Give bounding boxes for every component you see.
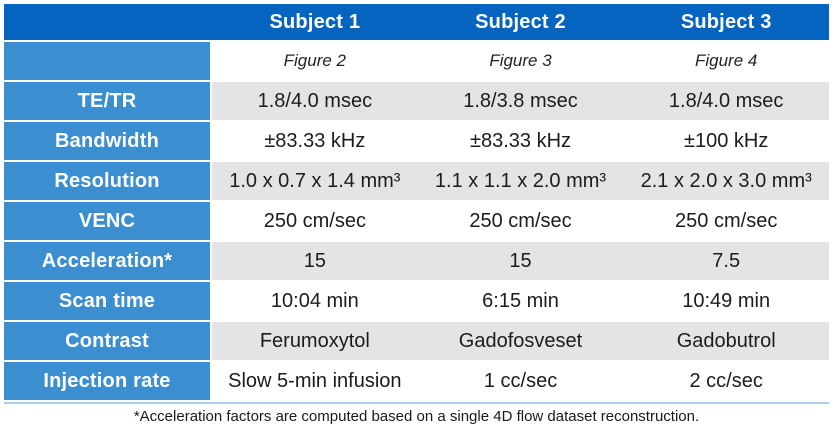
cell-value: Ferumoxytol xyxy=(259,329,370,352)
cell-value: 2 cc/sec xyxy=(689,369,763,392)
cell-value: ±83.33 kHz xyxy=(264,129,366,152)
table-row-scan-time: Scan time 10:04 min 6:15 min 10:49 min xyxy=(4,282,829,320)
cell-value: 1.0 x 0.7 x 1.4 mm³ xyxy=(229,169,401,192)
table-row-injection-rate: Injection rate Slow 5-min infusion 1 cc/… xyxy=(4,362,829,400)
row-label: Resolution xyxy=(4,162,210,200)
cell-value: 1.8/4.0 msec xyxy=(257,89,373,112)
cell-value: ±83.33 kHz xyxy=(469,129,572,152)
table-header-row: Subject 1 Subject 2 Subject 3 xyxy=(4,4,829,40)
cell-value: 10:49 min xyxy=(682,289,771,312)
row-label: Acceleration* xyxy=(4,242,210,280)
table-row-te-tr: TE/TR 1.8/4.0 msec 1.8/3.8 msec 1.8/4.0 … xyxy=(4,82,829,120)
figure-reference: Figure 2 xyxy=(283,51,347,70)
row-label: TE/TR xyxy=(4,82,210,120)
cell-value: 15 xyxy=(303,249,326,272)
cell-value: 1 cc/sec xyxy=(483,369,558,392)
table-row-contrast: Contrast Ferumoxytol Gadofosveset Gadobu… xyxy=(4,322,829,360)
figure-reference: Figure 4 xyxy=(694,51,758,70)
cell-value: 2.1 x 2.0 x 3.0 mm³ xyxy=(640,169,812,192)
table-row-acceleration: Acceleration* 15 15 7.5 xyxy=(4,242,829,280)
table-row-resolution: Resolution 1.0 x 0.7 x 1.4 mm³ 1.1 x 1.1… xyxy=(4,162,829,200)
cell-value: Slow 5-min infusion xyxy=(228,369,402,392)
acceleration-footnote: *Acceleration factors are computed based… xyxy=(133,408,700,425)
header-corner-spacer xyxy=(4,4,212,40)
cell-value: 6:15 min xyxy=(482,289,559,312)
row-label-empty xyxy=(4,42,210,80)
cell-value: Gadofosveset xyxy=(458,329,583,352)
row-label: VENC xyxy=(4,202,210,240)
cell-value: 1.8/4.0 msec xyxy=(668,89,784,112)
cell-value: Gadobutrol xyxy=(676,329,776,352)
row-label: Injection rate xyxy=(4,362,210,400)
table-row-figure: Figure 2 Figure 3 Figure 4 xyxy=(4,42,829,80)
cell-value: 1.1 x 1.1 x 2.0 mm³ xyxy=(434,169,607,192)
table-row-bandwidth: Bandwidth ±83.33 kHz ±83.33 kHz ±100 kHz xyxy=(4,122,829,160)
column-header-subject-3: Subject 3 xyxy=(680,10,772,33)
row-label: Contrast xyxy=(4,322,210,360)
cell-value: 250 cm/sec xyxy=(675,209,778,232)
cell-value: 7.5 xyxy=(712,249,741,272)
cell-value: 250 cm/sec xyxy=(263,209,366,232)
cell-value: 15 xyxy=(509,249,532,272)
table-bottom-border xyxy=(4,402,829,404)
row-label: Scan time xyxy=(4,282,210,320)
column-header-subject-1: Subject 1 xyxy=(269,10,361,33)
figure-reference: Figure 3 xyxy=(489,51,552,70)
cell-value: 1.8/3.8 msec xyxy=(463,89,578,112)
table-row-venc: VENC 250 cm/sec 250 cm/sec 250 cm/sec xyxy=(4,202,829,240)
scan-parameters-table: Subject 1 Subject 2 Subject 3 Figure 2 F… xyxy=(4,4,829,404)
row-label: Bandwidth xyxy=(4,122,210,160)
cell-value: 250 cm/sec xyxy=(469,209,572,232)
cell-value: 10:04 min xyxy=(270,289,359,312)
cell-value: ±100 kHz xyxy=(684,129,769,152)
column-header-subject-2: Subject 2 xyxy=(475,10,566,33)
